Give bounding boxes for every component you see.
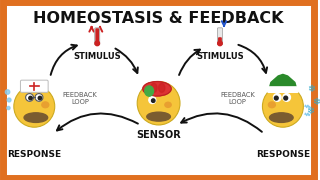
Ellipse shape xyxy=(268,102,275,108)
Circle shape xyxy=(262,86,303,127)
Circle shape xyxy=(5,90,10,94)
Ellipse shape xyxy=(159,83,165,92)
Ellipse shape xyxy=(151,83,157,92)
Circle shape xyxy=(95,41,100,46)
Circle shape xyxy=(7,106,10,110)
Text: RESPONSE: RESPONSE xyxy=(256,150,310,159)
Text: STIMULUS: STIMULUS xyxy=(196,52,244,61)
Circle shape xyxy=(7,98,11,102)
Ellipse shape xyxy=(143,82,171,96)
Text: ❄: ❄ xyxy=(307,84,315,94)
Circle shape xyxy=(149,96,156,103)
Circle shape xyxy=(151,99,155,102)
FancyBboxPatch shape xyxy=(20,80,48,92)
Circle shape xyxy=(218,41,222,46)
Circle shape xyxy=(274,94,281,101)
Ellipse shape xyxy=(145,86,154,96)
Circle shape xyxy=(137,81,180,125)
FancyBboxPatch shape xyxy=(218,28,222,45)
Text: SENSOR: SENSOR xyxy=(136,130,181,140)
Circle shape xyxy=(26,94,33,101)
Circle shape xyxy=(36,94,43,101)
Ellipse shape xyxy=(269,113,293,122)
Ellipse shape xyxy=(165,102,171,107)
Ellipse shape xyxy=(42,102,49,108)
Ellipse shape xyxy=(147,112,170,121)
FancyBboxPatch shape xyxy=(96,29,99,44)
Text: ❄: ❄ xyxy=(307,106,315,116)
FancyBboxPatch shape xyxy=(95,28,100,45)
Text: RESPONSE: RESPONSE xyxy=(7,150,61,159)
Text: FEEDBACK
LOOP: FEEDBACK LOOP xyxy=(62,92,97,105)
Text: STIMULUS: STIMULUS xyxy=(73,52,121,61)
Text: ❄: ❄ xyxy=(312,97,320,107)
Circle shape xyxy=(38,96,42,100)
Text: HOMEOSTASIS & FEEDBACK: HOMEOSTASIS & FEEDBACK xyxy=(33,11,284,26)
Circle shape xyxy=(284,96,288,100)
Circle shape xyxy=(14,86,55,127)
Circle shape xyxy=(283,94,291,101)
FancyBboxPatch shape xyxy=(268,87,298,92)
Ellipse shape xyxy=(24,113,48,122)
Circle shape xyxy=(29,96,32,100)
Text: FEEDBACK
LOOP: FEEDBACK LOOP xyxy=(220,92,255,105)
FancyBboxPatch shape xyxy=(219,38,221,44)
Polygon shape xyxy=(269,74,297,90)
Circle shape xyxy=(274,96,278,100)
